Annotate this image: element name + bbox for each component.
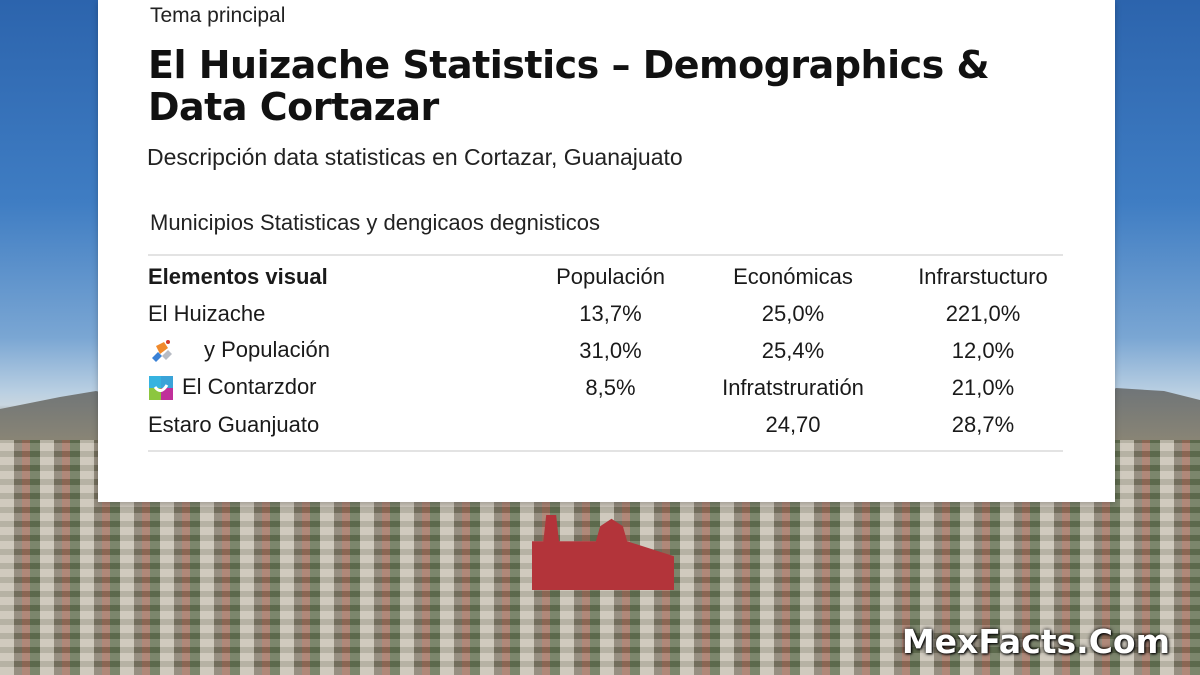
header-cell: Económicas — [733, 263, 853, 289]
divider-bottom — [148, 450, 1063, 452]
subtitle: Descripción data statisticas en Cortazar… — [147, 144, 683, 170]
cell: 28,7% — [951, 411, 1015, 437]
colorful-square-logo-icon — [149, 376, 173, 401]
cell: 12,0% — [951, 337, 1015, 363]
header-cell: Infrarstucturo — [918, 263, 1048, 289]
table-row: El Contarzdor 8,5% Infratstruratión 21,0… — [148, 369, 1063, 406]
table-row: y Populación 31,0% 25,4% 12,0% — [148, 332, 1063, 369]
row-label: El Contarzdor — [182, 373, 317, 399]
cell: 21,0% — [951, 374, 1015, 400]
puzzle-logo-icon — [152, 340, 172, 363]
cell: 221,0% — [945, 300, 1021, 326]
table-header-row: Elementos visual Populación Económicas I… — [148, 258, 1063, 295]
cell: 25,0% — [761, 300, 825, 326]
eyebrow-label: Tema principal — [150, 4, 286, 27]
table-row: El Huizache 13,7% 25,0% 221,0% — [148, 295, 1063, 332]
row-label: Estaro Guanjuato — [148, 411, 320, 437]
cell — [538, 406, 683, 443]
info-card: Tema principal El Huizache Statistics – … — [98, 0, 1115, 502]
section-heading: Municipios Statisticas y dengicaos degni… — [150, 210, 601, 235]
cell: 13,7% — [579, 300, 642, 326]
table-row: Estaro Guanjuato 24,70 28,7% — [148, 406, 1063, 443]
row-label: y Populación — [204, 336, 330, 362]
divider-top — [148, 254, 1063, 256]
stats-table: Elementos visual Populación Económicas I… — [148, 258, 1063, 443]
header-cell: Elementos visual — [148, 263, 328, 289]
cell: 31,0% — [579, 337, 642, 363]
cell: Infratstruratión — [722, 374, 864, 400]
page-title: El Huizache Statistics – Demographics & … — [148, 43, 990, 129]
cell: 25,4% — [761, 337, 825, 363]
watermark: MexFacts.Com — [901, 622, 1170, 661]
cell: 24,70 — [765, 411, 821, 437]
header-cell: Populación — [556, 263, 665, 289]
row-label: El Huizache — [148, 300, 266, 326]
cell: 8,5% — [585, 374, 636, 400]
